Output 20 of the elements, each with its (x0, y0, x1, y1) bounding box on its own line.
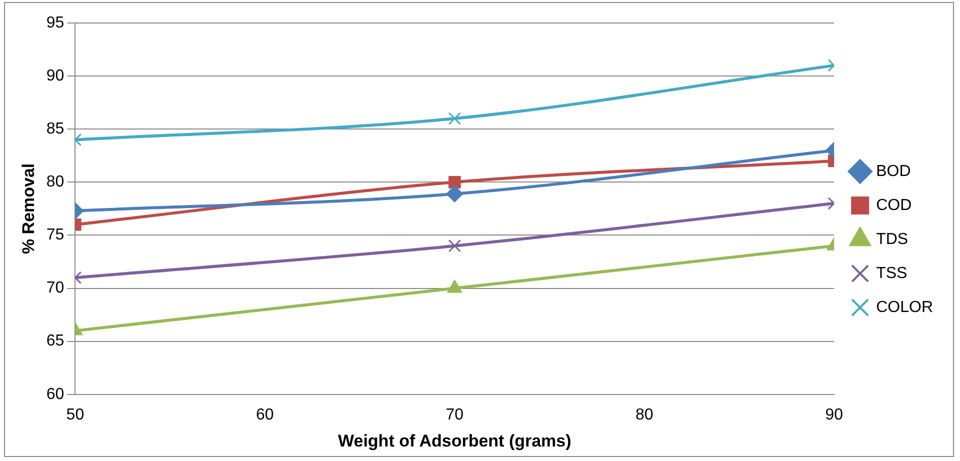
legend-label: COLOR (876, 298, 934, 316)
x-axis-title: Weight of Adsorbent (grams) (338, 431, 572, 450)
x-tick-label: 60 (256, 406, 274, 424)
y-axis-title: % Removal (18, 163, 38, 254)
y-tick-label: 60 (46, 386, 64, 403)
y-tick-label: 65 (46, 332, 64, 350)
y-tick-label: 80 (46, 174, 64, 191)
x-tick-label: 70 (446, 406, 464, 424)
y-tick-label: 70 (46, 280, 64, 297)
y-tick-label: 95 (46, 14, 64, 32)
legend-label: BOD (876, 162, 911, 180)
legend-label: TDS (876, 230, 908, 248)
legend-label: TSS (876, 264, 908, 282)
x-tick-label: 50 (66, 406, 84, 424)
x-tick-label: 90 (825, 406, 844, 424)
y-tick-label: 85 (46, 120, 64, 138)
y-tick-label: 90 (46, 67, 64, 84)
legend-label: COD (876, 196, 912, 214)
y-tick-label: 75 (46, 226, 64, 244)
x-tick-label: 80 (635, 406, 654, 424)
